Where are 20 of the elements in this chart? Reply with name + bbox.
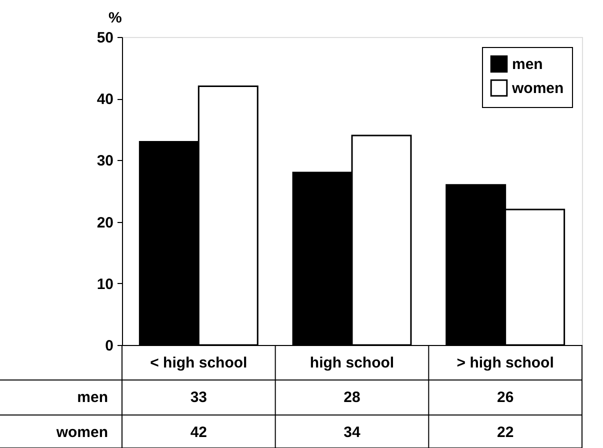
data-label: 34 — [344, 424, 361, 441]
data-label: 22 — [496, 424, 514, 441]
legend-label: women — [511, 80, 564, 97]
x-tick-label: high school — [310, 354, 394, 372]
y-tick-label: 20 — [96, 214, 114, 232]
y-tick-label: 10 — [96, 276, 114, 293]
x-tick-label: < high school — [150, 354, 248, 372]
text: men — [77, 389, 108, 406]
y-axis-title: % — [108, 10, 122, 26]
data-label: 26 — [496, 389, 514, 406]
text: women — [56, 424, 108, 441]
data-label: 28 — [344, 389, 360, 406]
data-label: 33 — [190, 389, 208, 406]
y-tick-label: 0 — [105, 338, 114, 354]
y-tick-label: 50 — [96, 30, 114, 46]
x-tick-label: > high school — [456, 354, 554, 372]
y-tick-label: 30 — [96, 152, 114, 170]
y-tick-label: 40 — [96, 91, 114, 108]
legend-label: men — [512, 56, 543, 73]
data-label: 42 — [190, 424, 208, 441]
